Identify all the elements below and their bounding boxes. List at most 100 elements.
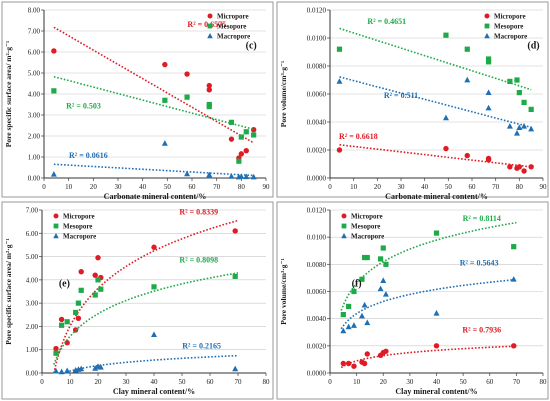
panel-label: (e) xyxy=(59,279,70,290)
x-tick-label: 0 xyxy=(42,183,46,191)
micropore-point xyxy=(162,61,168,68)
trendline-micropore xyxy=(53,219,239,373)
mesopore-point xyxy=(251,132,257,138)
y-tick-label: 2.00 xyxy=(28,133,41,141)
x-tick-label: 40 xyxy=(421,183,429,191)
y-tick-label: 5.00 xyxy=(28,70,41,78)
y-tick-label: 2.00 xyxy=(26,323,39,331)
legend: Micropore Mesopore Macropore xyxy=(207,13,250,41)
x-tick-label: 20 xyxy=(90,183,98,191)
micropore-point xyxy=(521,168,527,174)
macropore-point xyxy=(238,173,245,179)
r2-label-macropore: R² = 0.511 xyxy=(384,91,418,100)
y-tick-label: 0.0060 xyxy=(307,91,327,99)
y-tick-label: 1.00 xyxy=(28,154,41,162)
macropore-point xyxy=(433,310,440,316)
micropore-point xyxy=(58,316,65,323)
mesopore-point xyxy=(232,273,238,279)
y-tick-label: 6.00 xyxy=(26,230,39,238)
x-tick-label: 0 xyxy=(40,378,44,386)
legend-label-macropore: Macropore xyxy=(217,33,250,41)
macropore-point xyxy=(380,277,387,284)
mesopore-point xyxy=(443,32,449,38)
mesopore-point xyxy=(238,134,244,140)
mesopore-point xyxy=(464,46,470,52)
y-tick-label: 0.0100 xyxy=(307,35,327,43)
y-tick-label: 0.0100 xyxy=(307,234,327,242)
legend: Micropore Mesopore Macropore xyxy=(341,213,384,241)
macropore-point xyxy=(228,173,235,179)
y-tick-label: 0.0120 xyxy=(307,7,327,15)
trendline-macropore xyxy=(53,163,254,177)
legend-label-macropore: Macropore xyxy=(63,233,96,241)
y-tick-label: 6.00 xyxy=(28,49,41,57)
macropore-point xyxy=(97,363,104,370)
r2-label-micropore: R² = 0.7936 xyxy=(462,325,501,334)
y-tick-label: 0.0020 xyxy=(307,342,327,350)
chart-panel-e: 0.00 1.00 2.00 3.00 4.00 5.00 6.00 7.00 0 10 20 30 4… xyxy=(1,201,274,400)
y-tick-label: 7.00 xyxy=(28,28,41,36)
x-tick-label: 10 xyxy=(65,183,73,191)
trendline-macropore xyxy=(339,76,532,129)
macropore-point xyxy=(64,367,71,374)
micropore-point xyxy=(206,82,212,89)
legend: Micropore Mesopore Macropore xyxy=(53,213,96,241)
x-tick-label: 50 xyxy=(445,183,453,191)
macropore-point xyxy=(161,140,168,146)
x-tick-label: 30 xyxy=(123,378,131,386)
macropore-point xyxy=(53,367,59,374)
y-tick-label: 8.00 xyxy=(28,7,41,15)
mesopore-point xyxy=(78,287,84,293)
macropore-point xyxy=(340,327,347,334)
micropore-point xyxy=(464,152,470,159)
x-axis-title: Carbonate mineral content/% xyxy=(104,192,207,201)
legend-marker-mesopore xyxy=(341,223,347,229)
legend-label-micropore: Micropore xyxy=(217,13,249,21)
panel-frame xyxy=(276,1,549,198)
y-tick-label: 3.00 xyxy=(26,300,39,308)
macropore-point xyxy=(58,368,65,375)
mesopore-point xyxy=(51,88,57,94)
macropore-point xyxy=(336,78,343,84)
trendline-micropore xyxy=(339,144,532,168)
micropore-point xyxy=(516,164,523,170)
y-tick-label: 3.00 xyxy=(28,112,41,120)
y-tick-label: 0.0080 xyxy=(307,63,327,71)
mesopore-point xyxy=(228,119,235,125)
macropore-point xyxy=(243,173,250,180)
macropore-point xyxy=(528,125,535,132)
legend-label-micropore: Micropore xyxy=(63,213,95,221)
micropore-point xyxy=(75,315,82,321)
y-tick-label: 5.00 xyxy=(26,253,39,261)
micropore-point xyxy=(151,244,157,250)
x-tick-label: 50 xyxy=(179,378,187,386)
micropore-point xyxy=(511,343,517,349)
macropore-point xyxy=(521,123,528,129)
r2-label-mesopore: R² = 0.4651 xyxy=(367,17,406,26)
micropore-point xyxy=(433,343,440,349)
mesopore-point xyxy=(485,56,492,62)
r2-label-macropore: R² = 0.5643 xyxy=(460,259,499,268)
trendline-mesopore xyxy=(339,27,532,91)
macropore-point xyxy=(184,170,191,177)
mesopore-point xyxy=(236,158,242,164)
y-axis-title: Pore specific surface area/ m²·g⁻¹ xyxy=(4,238,13,344)
x-tick-label: 70 xyxy=(235,378,243,386)
x-tick-label: 30 xyxy=(398,183,406,191)
y-tick-label: 0.00 xyxy=(28,175,41,183)
x-tick-label: 40 xyxy=(151,378,159,386)
y-tick-label: 0.0040 xyxy=(307,119,327,127)
trendline-micropore xyxy=(53,26,255,144)
macropore-point xyxy=(485,104,492,111)
micropore-point xyxy=(443,145,449,152)
mesopore-point xyxy=(336,46,343,52)
mesopore-point xyxy=(514,77,520,83)
legend-marker-mesopore xyxy=(207,23,213,29)
r2-label-micropore: R² = 0.6618 xyxy=(339,132,378,141)
mesopore-point xyxy=(73,309,79,316)
legend-marker-macropore xyxy=(484,33,490,39)
x-tick-label: 20 xyxy=(374,183,382,191)
panel-label: (d) xyxy=(527,41,539,52)
y-tick-label: 4.00 xyxy=(28,91,41,99)
x-axis-title: Clay mineral content/% xyxy=(113,387,195,396)
